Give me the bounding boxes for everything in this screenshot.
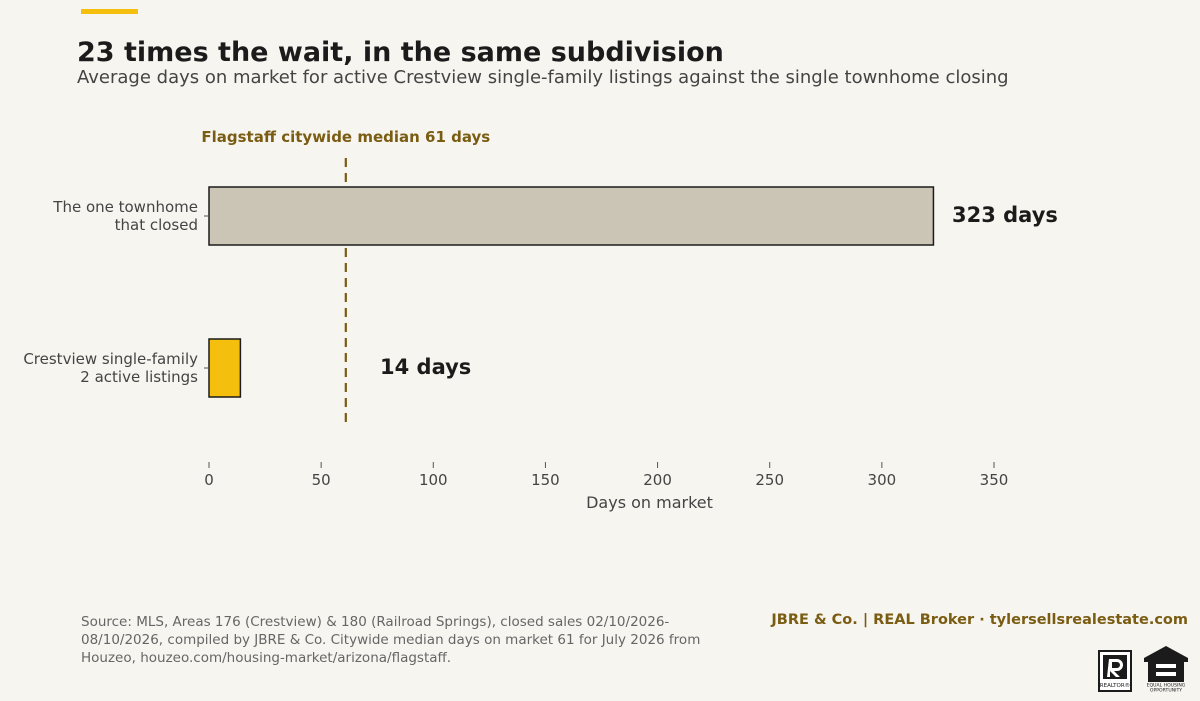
x-tick-label: 150 (531, 471, 560, 489)
data-label: 323 days (952, 203, 1058, 227)
logos: REALTOR® EQUAL HOUSING OPPORTUNITY (1098, 644, 1190, 692)
bar (208, 338, 242, 398)
svg-text:OPPORTUNITY: OPPORTUNITY (1150, 688, 1182, 693)
x-tick-label: 0 (204, 471, 214, 489)
x-axis-label: Days on market (586, 493, 713, 512)
svg-text:EQUAL HOUSING: EQUAL HOUSING (1147, 683, 1186, 689)
y-tick-label: Crestview single-family (23, 350, 198, 368)
x-tick-label: 250 (755, 471, 784, 489)
reference-line-label: Flagstaff citywide median 61 days (201, 128, 490, 146)
chart-title: 23 times the wait, in the same subdivisi… (77, 37, 724, 68)
svg-text:REALTOR®: REALTOR® (1100, 682, 1130, 689)
x-tick-label: 350 (980, 471, 1009, 489)
chart-subtitle: Average days on market for active Crestv… (77, 67, 1009, 88)
y-tick-label: 2 active listings (80, 368, 198, 386)
data-label: 14 days (380, 355, 471, 379)
bar-chart: Flagstaff citywide median 61 days The one… (23, 128, 1058, 512)
accent-bar (81, 9, 138, 14)
x-tick-label: 200 (643, 471, 672, 489)
y-tick-label: The one townhome (52, 198, 198, 216)
source-note: Source: MLS, Areas 176 (Crestview) & 180… (81, 614, 701, 666)
equal-housing-logo-icon: EQUAL HOUSING OPPORTUNITY (1144, 646, 1188, 693)
y-tick-label: that closed (115, 216, 198, 234)
bar (208, 186, 935, 246)
brand-line: JBRE & Co. | REAL Broker · tylersellsrea… (771, 612, 1188, 628)
realtor-logo-icon: REALTOR® (1098, 650, 1132, 692)
x-tick-label: 50 (312, 471, 331, 489)
x-tick-label: 100 (419, 471, 448, 489)
x-tick-label: 300 (868, 471, 897, 489)
